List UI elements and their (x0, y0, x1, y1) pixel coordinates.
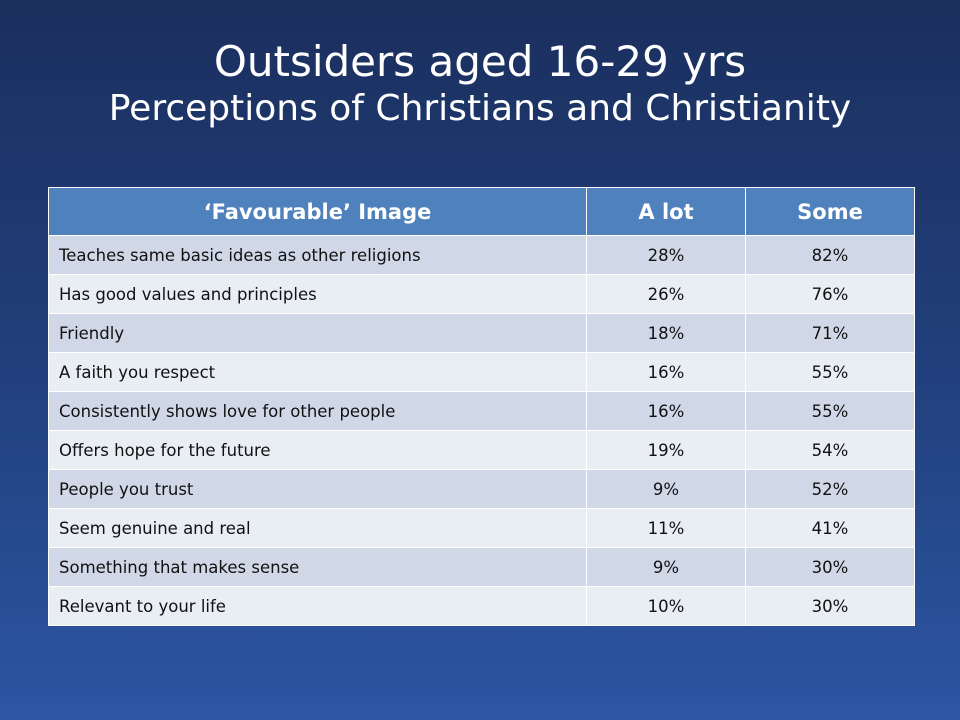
row-some: 52% (745, 469, 915, 509)
table-row: Has good values and principles 26% 76% (48, 274, 915, 314)
table-row: Something that makes sense 9% 30% (48, 547, 915, 587)
table-header-row: ‘Favourable’ Image A lot Some (48, 187, 915, 236)
table-row: Relevant to your life 10% 30% (48, 586, 915, 626)
row-a-lot: 9% (586, 547, 746, 587)
row-label: Teaches same basic ideas as other religi… (48, 235, 587, 275)
table-row: Teaches same basic ideas as other religi… (48, 235, 915, 275)
row-a-lot: 19% (586, 430, 746, 470)
table-row: Consistently shows love for other people… (48, 391, 915, 431)
title-line-2: Perceptions of Christians and Christiani… (108, 88, 852, 130)
row-some: 30% (745, 586, 915, 626)
row-label: Seem genuine and real (48, 508, 587, 548)
row-label: Relevant to your life (48, 586, 587, 626)
header-favourable-image: ‘Favourable’ Image (48, 187, 587, 236)
table-row: Friendly 18% 71% (48, 313, 915, 353)
row-some: 82% (745, 235, 915, 275)
row-a-lot: 16% (586, 352, 746, 392)
row-label: A faith you respect (48, 352, 587, 392)
row-label: Has good values and principles (48, 274, 587, 314)
row-a-lot: 9% (586, 469, 746, 509)
table-row: A faith you respect 16% 55% (48, 352, 915, 392)
row-label: Friendly (48, 313, 587, 353)
row-some: 30% (745, 547, 915, 587)
row-a-lot: 18% (586, 313, 746, 353)
favourable-image-table: ‘Favourable’ Image A lot Some Teaches sa… (48, 187, 915, 626)
row-some: 55% (745, 391, 915, 431)
row-some: 71% (745, 313, 915, 353)
row-a-lot: 28% (586, 235, 746, 275)
header-some: Some (745, 187, 915, 236)
row-some: 54% (745, 430, 915, 470)
row-a-lot: 26% (586, 274, 746, 314)
row-label: People you trust (48, 469, 587, 509)
row-label: Something that makes sense (48, 547, 587, 587)
row-label: Consistently shows love for other people (48, 391, 587, 431)
row-a-lot: 11% (586, 508, 746, 548)
row-some: 41% (745, 508, 915, 548)
title-line-1: Outsiders aged 16-29 yrs (213, 37, 747, 86)
table-row: Seem genuine and real 11% 41% (48, 508, 915, 548)
table-row: People you trust 9% 52% (48, 469, 915, 509)
header-a-lot: A lot (586, 187, 746, 236)
row-a-lot: 10% (586, 586, 746, 626)
slide-title: Outsiders aged 16-29 yrs Perceptions of … (0, 36, 960, 131)
row-some: 76% (745, 274, 915, 314)
table-row: Offers hope for the future 19% 54% (48, 430, 915, 470)
row-label: Offers hope for the future (48, 430, 587, 470)
row-some: 55% (745, 352, 915, 392)
row-a-lot: 16% (586, 391, 746, 431)
